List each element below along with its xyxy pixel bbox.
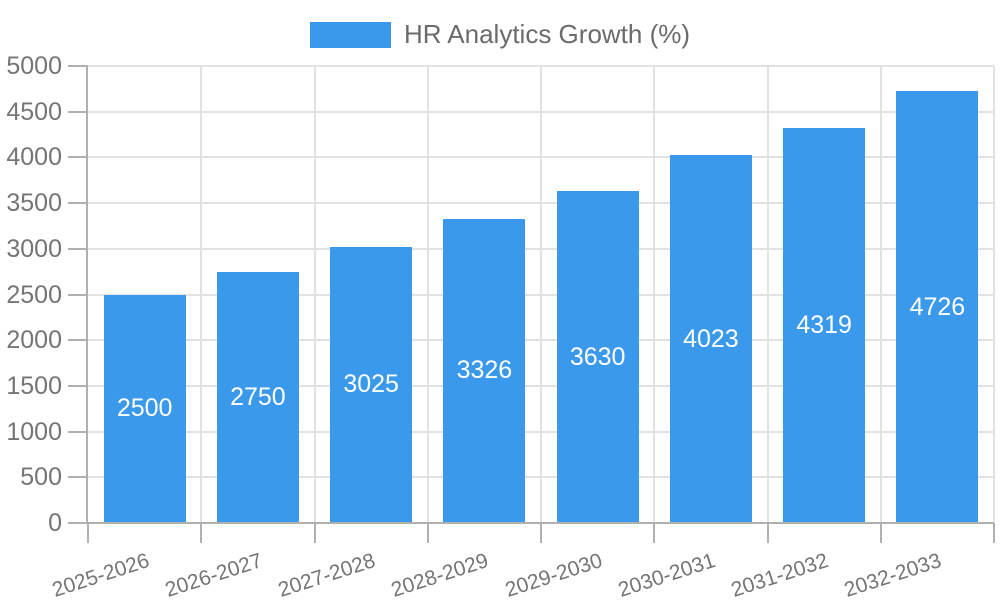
- y-axis-label: 0: [48, 509, 62, 537]
- bar-value-label: 4319: [796, 311, 852, 340]
- y-axis-label: 1500: [6, 371, 62, 400]
- y-axis-tick: [68, 65, 88, 67]
- y-axis-label: 3000: [6, 234, 62, 263]
- legend[interactable]: HR Analytics Growth (%): [0, 19, 1000, 50]
- x-axis-tick: [200, 523, 203, 543]
- x-axis-tick: [87, 523, 89, 543]
- bar: 3326: [443, 219, 526, 523]
- bar-value-label: 3630: [569, 342, 626, 371]
- y-axis-label: 2000: [6, 326, 62, 355]
- gridline-vertical: [540, 66, 542, 523]
- bar-value-label: 4726: [909, 292, 966, 321]
- gridline-vertical: [653, 66, 656, 523]
- x-axis-tick: [879, 523, 882, 543]
- bar-value-label: 2750: [230, 382, 286, 411]
- bar-value-label: 3326: [456, 356, 513, 385]
- bar: 4319: [783, 128, 866, 523]
- y-axis-label: 500: [20, 463, 62, 492]
- gridline-vertical: [426, 66, 429, 523]
- y-axis-label: 3500: [6, 189, 62, 218]
- y-axis-label: 1000: [6, 417, 62, 446]
- legend-swatch: [309, 21, 391, 48]
- gridline-vertical: [313, 66, 316, 523]
- legend-label: HR Analytics Growth (%): [403, 19, 691, 49]
- y-axis-tick: [68, 293, 88, 296]
- y-axis-label: 2500: [6, 280, 62, 309]
- bar: 3025: [330, 246, 413, 523]
- bar: 4023: [669, 155, 752, 523]
- x-axis-tick: [653, 523, 656, 543]
- y-axis-tick: [68, 384, 88, 387]
- y-axis-tick: [68, 202, 88, 205]
- y-axis-label: 4000: [6, 143, 62, 172]
- bar-value-label: 4023: [683, 324, 739, 353]
- bar: 3630: [556, 191, 639, 523]
- gridline-vertical: [766, 66, 769, 523]
- y-axis-tick: [68, 339, 88, 342]
- x-axis-tick: [313, 523, 316, 543]
- x-axis-tick: [766, 523, 769, 543]
- bar-value-label: 2500: [116, 394, 173, 423]
- y-axis-tick: [68, 522, 88, 524]
- bar-value-label: 3025: [343, 370, 399, 399]
- x-axis-tick: [993, 523, 995, 543]
- y-axis-tick: [68, 156, 88, 159]
- x-axis-tick: [426, 523, 429, 543]
- gridline-vertical: [879, 66, 882, 523]
- y-axis-tick: [68, 247, 88, 250]
- y-axis-tick: [68, 430, 88, 433]
- gridline-vertical: [200, 66, 203, 523]
- gridline-vertical: [993, 66, 995, 523]
- y-axis-label: 5000: [6, 52, 62, 80]
- bar: 2750: [216, 271, 299, 523]
- bar: 2500: [103, 294, 186, 523]
- y-axis-tick: [68, 110, 88, 113]
- y-axis-label: 4500: [6, 97, 62, 126]
- y-axis-tick: [68, 476, 88, 479]
- bar: 4726: [896, 91, 979, 523]
- x-axis-tick: [540, 523, 542, 543]
